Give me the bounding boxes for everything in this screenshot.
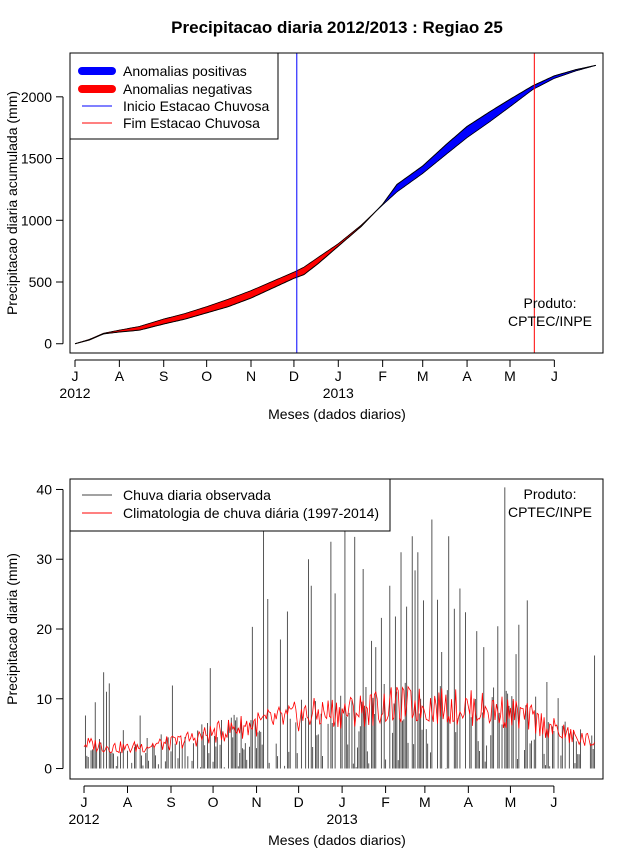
legend-label-end: Fim Estacao Chuvosa xyxy=(123,115,260,131)
legend-label-negative: Anomalias negativas xyxy=(123,81,252,97)
cumulative-series-lines xyxy=(74,53,596,353)
daily-x-tick-label: F xyxy=(381,794,390,810)
cumulative-x-tick-label: N xyxy=(246,368,256,384)
daily-marks xyxy=(83,483,596,769)
cumulative-x-tick-label: F xyxy=(378,368,387,384)
legend-label-climatology: Climatologia de chuva diária (1997-2014) xyxy=(123,505,379,521)
daily-y-tick-label: 10 xyxy=(36,691,52,707)
cumulative-x-tick-label: M xyxy=(417,368,429,384)
cumulative-x-tick-label: J xyxy=(72,368,79,384)
daily-y-tick-label: 0 xyxy=(44,761,52,777)
climatology-accumulated-line xyxy=(74,64,596,345)
daily-x-tick-label: S xyxy=(166,794,175,810)
observed-accumulated-line xyxy=(74,64,596,345)
daily-x-axis-label: Meses (dados diarios) xyxy=(268,832,406,848)
daily-legend: Chuva diaria observada Climatologia de c… xyxy=(69,478,391,532)
cumulative-x-tick-label: D xyxy=(289,368,299,384)
cumulative-x-tick-label: S xyxy=(159,368,168,384)
daily-credit-line-2: CPTEC/INPE xyxy=(508,504,592,520)
cumulative-x-tick-label: J xyxy=(551,368,558,384)
daily-x-tick-label: A xyxy=(123,794,133,810)
cumulative-y-tick-label: 2000 xyxy=(21,89,52,105)
cumulative-x-tick-label: J xyxy=(335,368,342,384)
daily-x-tick-label: J xyxy=(81,794,88,810)
daily-year-label: 2013 xyxy=(327,811,358,827)
cumulative-y-tick-label: 1500 xyxy=(21,151,52,167)
cumulative-x-tick-label: O xyxy=(201,368,212,384)
legend-label-onset: Inicio Estacao Chuvosa xyxy=(123,98,270,114)
daily-credit-line-1: Produto: xyxy=(524,486,577,502)
cumulative-year-label: 2013 xyxy=(323,385,354,401)
daily-x-tick-label: A xyxy=(464,794,474,810)
daily-y-tick-label: 40 xyxy=(36,481,52,497)
cumulative-y-tick-label: 1000 xyxy=(21,212,52,228)
legend-label-positive: Anomalias positivas xyxy=(123,63,247,79)
figure-title: Precipitacao diaria 2012/2013 : Regiao 2… xyxy=(171,18,503,37)
cumulative-legend: Anomalias positivas Anomalias negativas … xyxy=(69,52,279,140)
cumulative-x-axis-label: Meses (dados diarios) xyxy=(268,406,406,422)
cumulative-x-tick-label: A xyxy=(462,368,472,384)
cumulative-credit-line-2: CPTEC/INPE xyxy=(508,313,592,329)
cumulative-y-tick-label: 0 xyxy=(44,336,52,352)
cumulative-year-label: 2012 xyxy=(59,385,90,401)
observed-daily-rain-bars xyxy=(84,483,596,769)
daily-x-tick-label: J xyxy=(550,794,557,810)
daily-y-tick-label: 30 xyxy=(36,551,52,567)
cumulative-plot-frame xyxy=(69,52,604,354)
daily-y-tick-label: 20 xyxy=(36,621,52,637)
daily-y-axis-label: Precipitacao diaria (mm) xyxy=(4,553,20,705)
daily-x-tick-label: D xyxy=(294,794,304,810)
cumulative-credit-line-1: Produto: xyxy=(524,295,577,311)
daily-x-tick-label: M xyxy=(419,794,431,810)
cumulative-y-axis-label: Precipitacao diaria acumulada (mm) xyxy=(4,91,20,315)
cumulative-x-tick-label: M xyxy=(504,368,516,384)
daily-x-tick-label: N xyxy=(251,794,261,810)
daily-x-tick-label: M xyxy=(505,794,517,810)
daily-legend-box xyxy=(69,478,391,532)
climatology-daily-line xyxy=(83,685,595,754)
daily-year-label: 2012 xyxy=(68,811,99,827)
legend-label-observed: Chuva diaria observada xyxy=(123,487,271,503)
daily-x-tick-label: J xyxy=(339,794,346,810)
daily-x-tick-label: O xyxy=(208,794,219,810)
cumulative-y-tick-label: 500 xyxy=(29,274,53,290)
cumulative-x-tick-label: A xyxy=(115,368,125,384)
